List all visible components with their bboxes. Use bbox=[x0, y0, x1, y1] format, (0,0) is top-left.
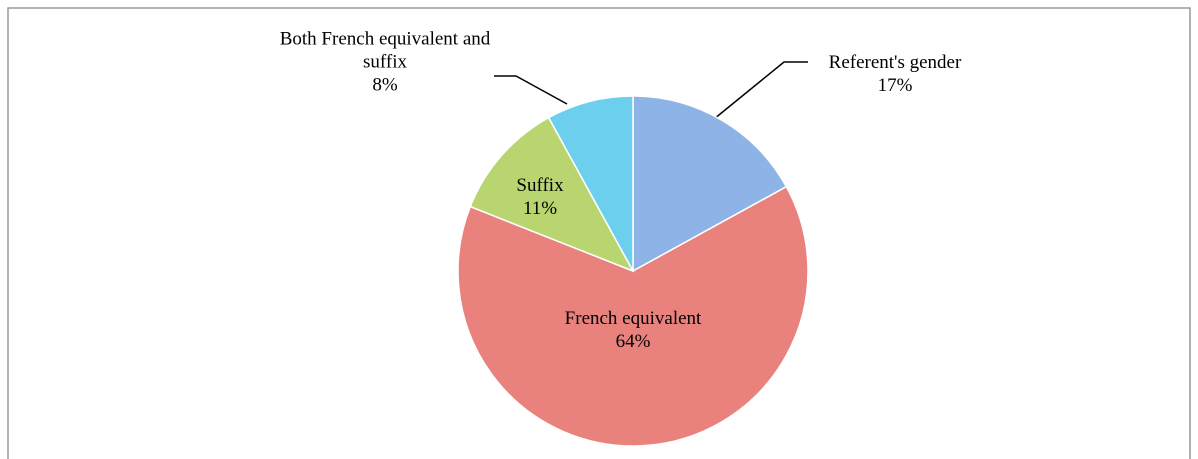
value-label: 64% bbox=[615, 331, 651, 352]
category-label: Suffix bbox=[516, 175, 564, 196]
category-label: French equivalent bbox=[564, 308, 702, 329]
value-label: 8% bbox=[372, 74, 398, 96]
pie-slice bbox=[469, 116, 635, 273]
leader-line bbox=[494, 75, 568, 105]
slice-label: Both French equivalent and suffix 8% bbox=[270, 28, 500, 97]
pie-slice bbox=[632, 95, 788, 273]
slice-label: French equivalent 64% bbox=[523, 307, 743, 353]
frame bbox=[7, 7, 1191, 459]
category-label: Both French equivalent and suffix bbox=[279, 28, 491, 73]
pie-slice bbox=[547, 95, 634, 272]
value-label: 11% bbox=[522, 198, 558, 219]
slice-label: Suffix 11% bbox=[490, 174, 590, 220]
leader-line bbox=[713, 61, 808, 120]
value-label: 17% bbox=[877, 75, 913, 96]
pie-slice bbox=[457, 185, 809, 447]
slice-label: Referent's gender 17% bbox=[785, 51, 1005, 97]
category-label: Referent's gender bbox=[828, 52, 962, 73]
